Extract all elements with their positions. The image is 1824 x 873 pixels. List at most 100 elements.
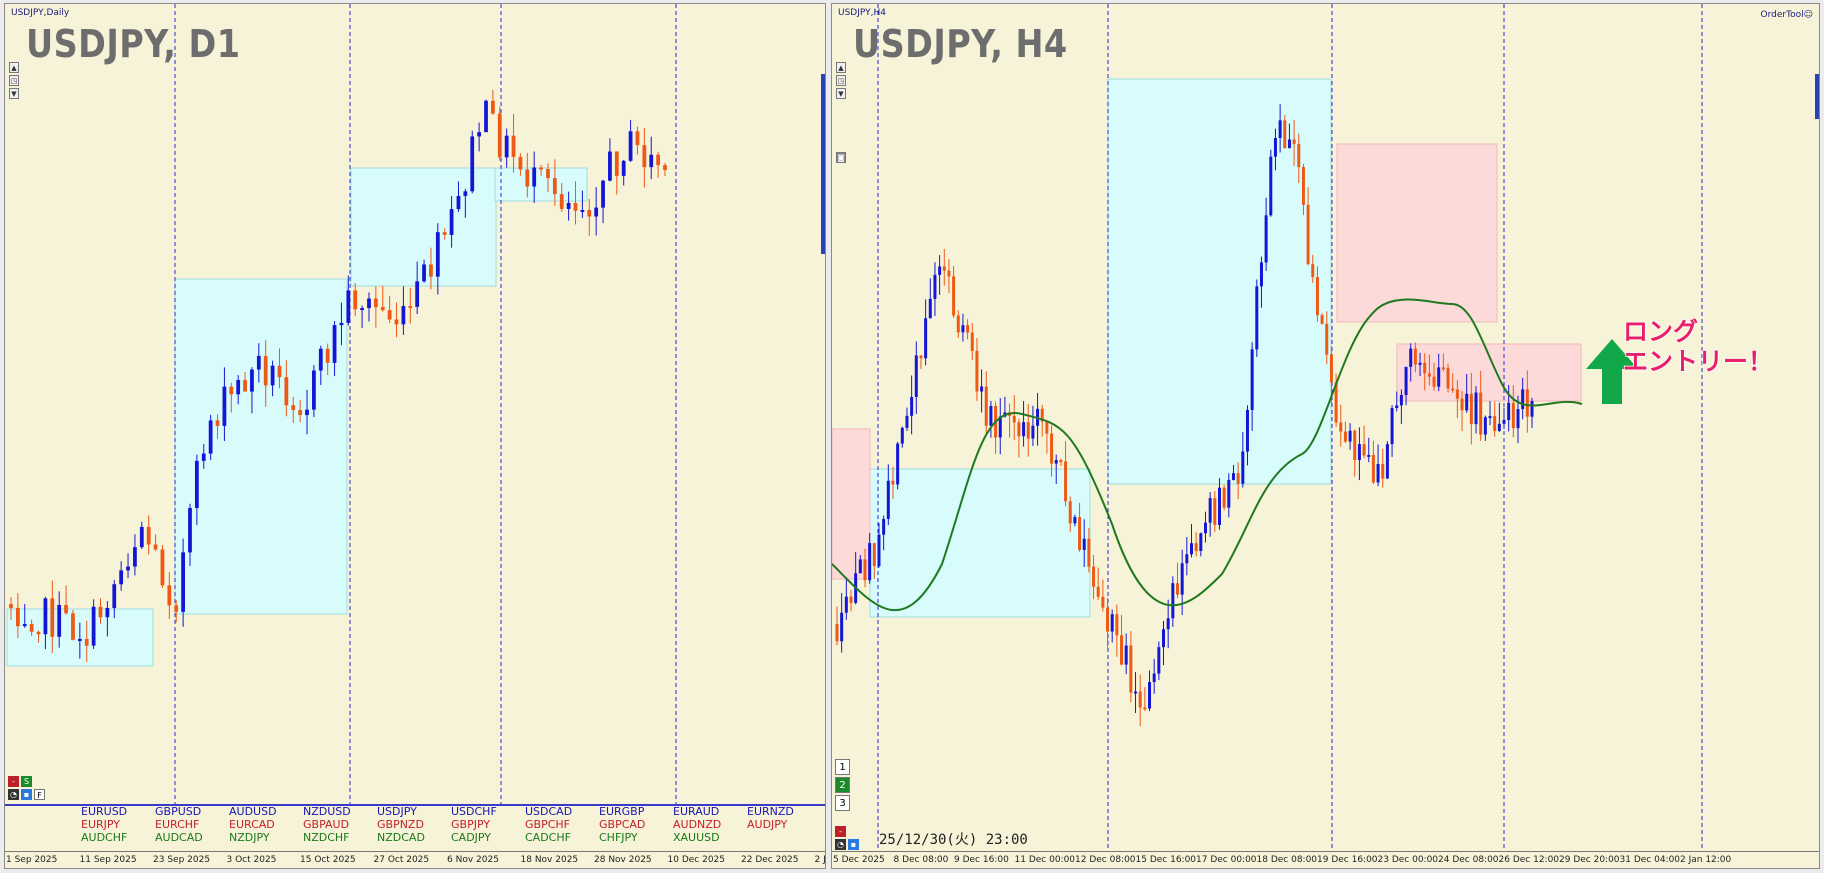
range-box: [869, 468, 1091, 618]
symbol-button-eurchf[interactable]: EURCHF: [155, 818, 200, 831]
candle-body: [298, 410, 303, 416]
clock-icon[interactable]: ◔: [8, 789, 19, 800]
up-arrow-icon: [1586, 339, 1638, 404]
candle-body: [1409, 348, 1413, 367]
symbol-button-nzdcad[interactable]: NZDCAD: [377, 831, 425, 844]
symbol-button-nzdusd[interactable]: NZDUSD: [303, 805, 351, 818]
scroll-down-button[interactable]: ▼: [836, 88, 846, 99]
candle-body: [1236, 473, 1240, 484]
minus-button[interactable]: -: [8, 776, 19, 787]
symbol-button-cadchf[interactable]: CADCHF: [525, 831, 571, 844]
candle-body: [43, 598, 48, 635]
timeframe-button-3[interactable]: 3: [835, 795, 850, 811]
symbol-button-nzdchf[interactable]: NZDCHF: [303, 831, 350, 844]
window-title: USDJPY,Daily: [11, 8, 70, 18]
scroll-up-button[interactable]: ▲: [836, 62, 846, 73]
candle-body: [284, 377, 289, 406]
candle-body: [57, 604, 62, 637]
symbol-button-eurgbp[interactable]: EURGBP: [599, 805, 645, 818]
candle-body: [1092, 566, 1096, 587]
zoom-button[interactable]: ◳: [9, 75, 19, 86]
candle-body: [580, 209, 585, 212]
symbol-button-audusd[interactable]: AUDUSD: [229, 805, 277, 818]
symbol-button-usdcad[interactable]: USDCAD: [525, 805, 573, 818]
candle-body: [1096, 586, 1100, 597]
symbol-button-usdjpy[interactable]: USDJPY: [377, 805, 417, 818]
candle-body: [77, 638, 82, 641]
candle-body: [1451, 388, 1455, 391]
symbol-button-gbpnzd[interactable]: GBPNZD: [377, 818, 424, 831]
candle-body: [91, 606, 96, 646]
range-box: [174, 278, 348, 615]
range-box: [832, 428, 871, 580]
candle-body: [50, 598, 55, 637]
symbol-button-gbpaud[interactable]: GBPAUD: [303, 818, 350, 831]
vertical-scrollbar[interactable]: [1815, 74, 1819, 119]
candle-body: [1525, 389, 1529, 417]
candle-body: [942, 266, 946, 271]
candle-body: [367, 298, 371, 309]
symbol-button-eurcad[interactable]: EURCAD: [229, 818, 275, 831]
timeframe-button-2[interactable]: 2: [835, 777, 850, 793]
candle-body: [1087, 538, 1091, 567]
square-icon[interactable]: ▪: [848, 839, 859, 850]
order-tool-label[interactable]: OrderTool☺: [1760, 10, 1813, 20]
candle-body: [924, 318, 928, 359]
candle-body: [236, 380, 241, 395]
symbol-button-usdchf[interactable]: USDCHF: [451, 805, 497, 818]
candle-body: [504, 135, 509, 158]
zoom-button[interactable]: ◳: [836, 75, 846, 86]
candle-body: [339, 322, 344, 326]
clock-icon[interactable]: ◔: [835, 839, 846, 850]
vertical-scrollbar[interactable]: [821, 74, 825, 254]
symbol-button-gbpcad[interactable]: GBPCAD: [599, 818, 646, 831]
symbol-button-audchf[interactable]: AUDCHF: [81, 831, 128, 844]
candle-body: [511, 135, 516, 157]
candle-body: [1390, 408, 1394, 445]
square-icon[interactable]: ▪: [21, 789, 32, 800]
candle-body: [1516, 409, 1520, 429]
candle-body: [1124, 645, 1128, 665]
chart-window-usdjpy-daily[interactable]: USDJPY,Daily USDJPY, D1 ▲ ◳ ▼ - S ◔ ▪ F …: [4, 3, 826, 869]
chart-window-usdjpy-h4[interactable]: USDJPY,H4 USDJPY, H4 OrderTool☺ ▲ ◳ ▼ ◙ …: [831, 3, 1820, 869]
symbol-button-eurusd[interactable]: EURUSD: [81, 805, 128, 818]
symbol-button-gbpusd[interactable]: GBPUSD: [155, 805, 202, 818]
symbol-button-gbpchf[interactable]: GBPCHF: [525, 818, 570, 831]
candle-body: [858, 559, 862, 574]
symbol-button-xauusd[interactable]: XAUUSD: [673, 831, 720, 844]
sell-button[interactable]: S: [21, 776, 32, 787]
symbol-button-euraud[interactable]: EURAUD: [673, 805, 720, 818]
candlestick-chart-h4: [832, 4, 1703, 854]
scroll-up-button[interactable]: ▲: [9, 62, 19, 73]
candle-body: [181, 552, 185, 612]
candle-body: [201, 453, 206, 461]
candle-body: [886, 480, 890, 519]
scroll-down-button[interactable]: ▼: [9, 88, 19, 99]
candle-body: [1134, 691, 1138, 694]
candle-body: [1115, 614, 1119, 636]
symbol-button-audcad[interactable]: AUDCAD: [155, 831, 203, 844]
symbol-button-eurjpy[interactable]: EURJPY: [81, 818, 120, 831]
minus-button[interactable]: -: [835, 826, 846, 837]
symbol-button-chfjpy[interactable]: CHFJPY: [599, 831, 638, 844]
candle-body: [1283, 120, 1287, 149]
symbol-button-gbpjpy[interactable]: GBPJPY: [451, 818, 491, 831]
candle-body: [1418, 362, 1422, 365]
timeframe-button-1[interactable]: 1: [835, 759, 850, 775]
symbol-button-cadjpy[interactable]: CADJPY: [451, 831, 492, 844]
candle-body: [442, 232, 447, 235]
symbol-button-audnzd[interactable]: AUDNZD: [673, 818, 722, 831]
f-button[interactable]: F: [34, 789, 45, 800]
candle-body: [1120, 635, 1124, 665]
candle-body: [1325, 323, 1329, 355]
candle-body: [188, 508, 192, 553]
candle-body: [863, 559, 867, 581]
symbol-button-audjpy[interactable]: AUDJPY: [747, 818, 788, 831]
candle-body: [318, 348, 323, 371]
candle-body: [373, 298, 378, 308]
symbol-button-eurnzd[interactable]: EURNZD: [747, 805, 794, 818]
candle-body: [270, 365, 275, 386]
time-axis: 5 Dec 2025 8 Dec 08:00 9 Dec 16:00 11 Dec 0…: [832, 851, 1819, 868]
symbol-button-nzdjpy[interactable]: NZDJPY: [229, 831, 270, 844]
hide-icon[interactable]: ◙: [836, 152, 846, 163]
